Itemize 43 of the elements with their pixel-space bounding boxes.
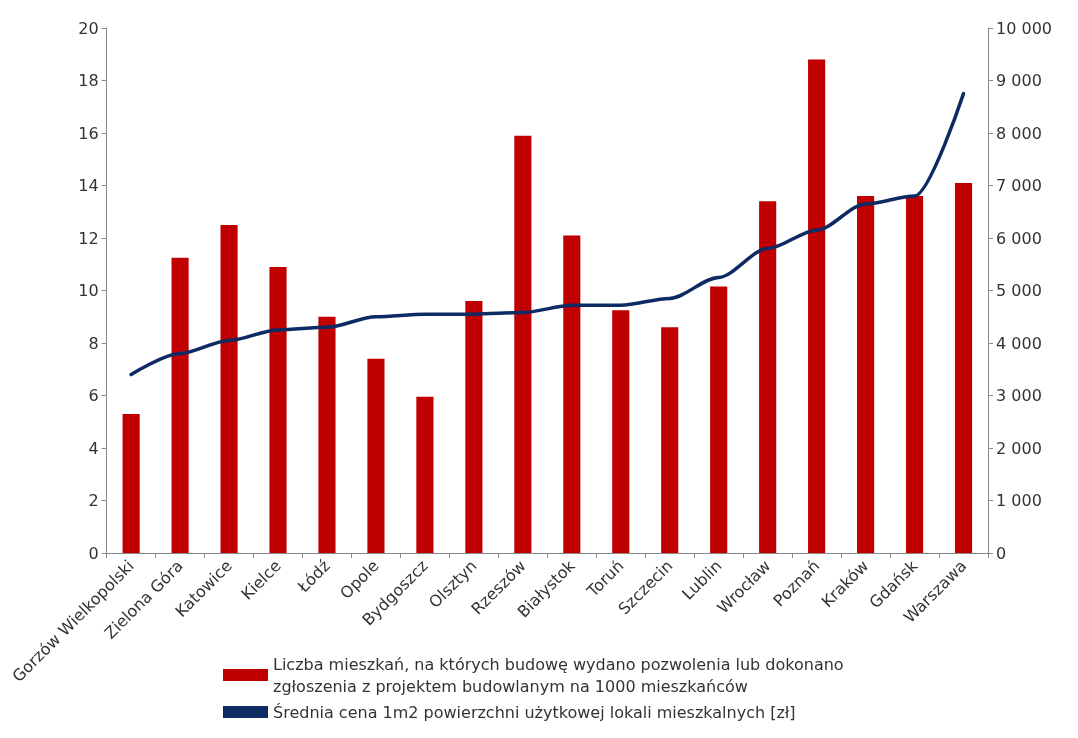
y2-tick-label: 2 000 [996,438,1042,458]
y-tick-label: 14 [78,176,99,195]
y-tick-label: 0 [88,543,99,563]
y-tick-label: 10 [78,281,99,300]
legend-label: Liczba mieszkań, na których budowę wydano pozwolenia lub dokonano zgłoszenia z projektem budowlanym na 1000 mieszkańców [273,654,849,696]
y2-tick-label: 9 000 [996,71,1042,90]
bar [514,135,532,553]
bar [759,201,777,553]
y2-tick-label: 4 000 [996,333,1042,353]
bar [954,182,973,553]
y-tick-label: 20 [78,18,99,38]
y-tick-label: 12 [78,228,99,248]
y-tick-label: 2 [88,491,99,510]
bar [710,286,728,553]
y2-tick-label: 8 000 [996,123,1042,143]
y-tick-label: 6 [88,386,99,405]
bar [122,413,140,553]
y-tick-label: 18 [78,71,99,90]
y-tick-label: 16 [78,123,99,143]
bar [563,235,581,553]
bar [661,327,679,553]
bar [808,59,826,553]
y2-tick-label: 7 000 [996,176,1042,195]
bar [416,396,434,553]
bar [367,358,385,553]
bar [905,196,924,553]
y2-tick-label: 1 000 [996,491,1042,510]
bar [220,224,238,553]
bar [857,196,875,553]
y2-tick-label: 3 000 [996,386,1042,405]
y2-tick-label: 6 000 [996,228,1042,248]
y-tick-label: 8 [88,333,99,353]
y-tick-label: 4 [88,438,99,458]
bar [269,266,287,553]
y2-tick-label: 5 000 [996,281,1042,300]
y2-tick-label: 10 000 [996,18,1052,38]
line-series [129,91,966,377]
bar [612,310,630,553]
y2-tick-label: 0 [996,543,1007,563]
bar [318,316,336,553]
bar [465,301,483,553]
legend-label: Średnia cena 1m2 powierzchni użytkowej lokali mieszkalnych [zł] [273,702,796,722]
bar [171,257,189,553]
